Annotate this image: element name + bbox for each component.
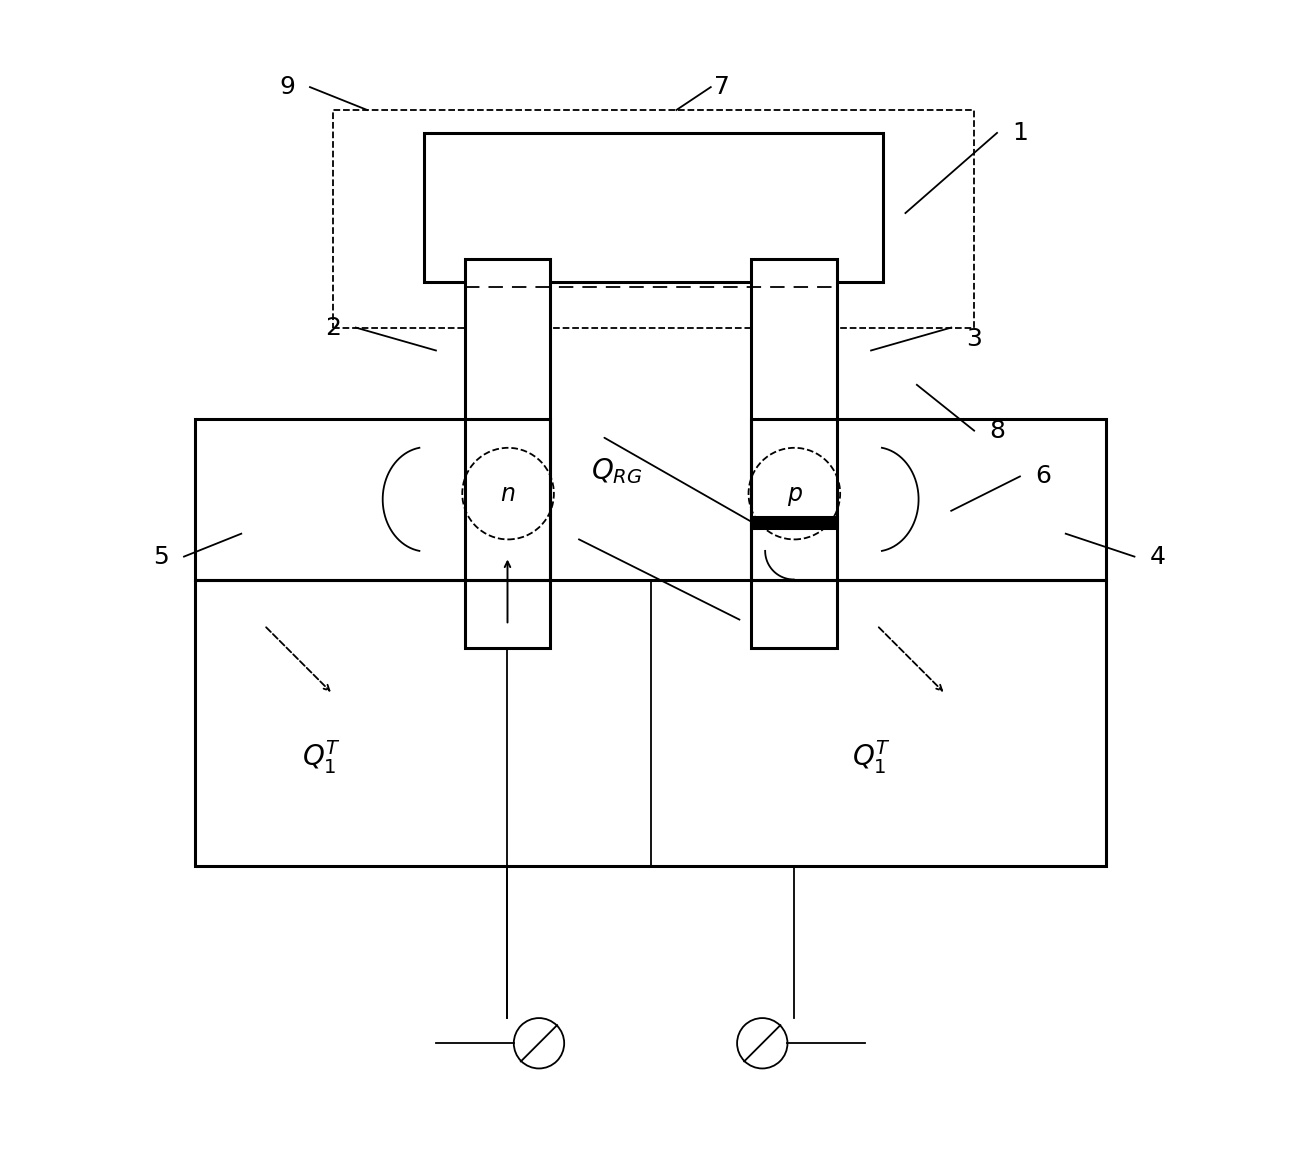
Text: 2: 2: [325, 315, 341, 340]
Bar: [750, 517, 836, 529]
Bar: [196, 580, 1106, 866]
Bar: [425, 133, 882, 282]
Text: 4: 4: [1149, 545, 1166, 569]
Bar: [750, 420, 1106, 580]
Bar: [464, 258, 550, 648]
Bar: [750, 258, 836, 648]
Bar: [196, 420, 550, 580]
Text: $Q_1^T$: $Q_1^T$: [852, 738, 890, 775]
Bar: [333, 110, 974, 328]
Text: 3: 3: [966, 327, 982, 351]
Text: $Q_1^T$: $Q_1^T$: [302, 738, 341, 775]
Text: 9: 9: [280, 75, 295, 100]
Text: 6: 6: [1035, 465, 1051, 488]
Text: 8: 8: [989, 418, 1005, 443]
Text: n: n: [501, 482, 515, 505]
Text: p: p: [787, 482, 802, 505]
Text: 1: 1: [1012, 121, 1027, 145]
Text: 5: 5: [153, 545, 169, 569]
Text: 7: 7: [714, 75, 731, 100]
Text: $Q_{RG}$: $Q_{RG}$: [591, 455, 642, 486]
